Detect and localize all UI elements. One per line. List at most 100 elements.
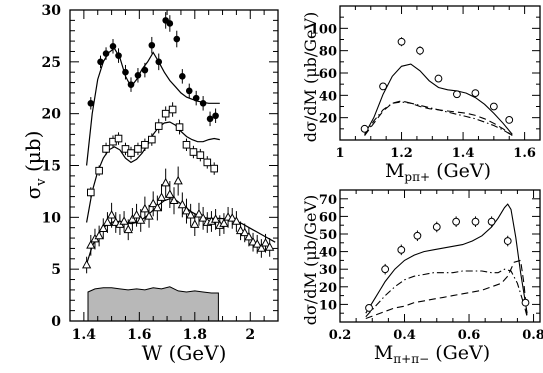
data-point [252,239,262,248]
data-point [185,210,196,219]
x-tick-label: 0.2 [329,328,352,343]
data-point [487,217,496,226]
data-point [416,46,424,55]
x-axis-label: W (GeV) [142,341,227,365]
data-point [219,218,229,227]
data-point [86,240,96,249]
x-tick-label: 1.2 [390,146,413,161]
data-point [166,20,174,27]
data-point [453,90,461,99]
data-point [194,208,204,218]
data-point [169,195,179,205]
data-point [489,102,498,111]
data-point [503,237,512,245]
data-point [360,124,369,133]
data-point [240,227,250,237]
data-point [521,298,530,307]
data-point [210,214,221,223]
data-point [206,115,214,123]
data-point [98,223,108,233]
y-tick-label: 100 [310,22,337,37]
data-point [196,151,205,159]
data-point [95,166,103,175]
x-tick-label: 2 [245,327,255,343]
model-curve [86,198,276,265]
data-point [97,58,104,66]
data-point [156,192,167,201]
x-tick-label: 1.6 [513,146,536,161]
y-axis-label: dσ/dM (μb/GeV) [301,195,320,326]
data-point [127,149,135,157]
data-point [260,238,271,247]
data-point [131,210,142,219]
data-point [81,259,92,269]
y-tick-label: 20 [319,281,337,296]
panel-total-cross-section: 0 5 10 15 20 25 30 1.4 1.6 1.8 2 W (GeV) σv (μb) [21,3,279,365]
data-point [161,109,170,118]
data-point [134,145,142,153]
data-point [165,189,175,198]
data-point [175,123,184,131]
data-point [505,116,514,124]
data-point [397,245,406,254]
y-tick-label: 20 [319,112,337,127]
panel-m-pi-pi: 0.2 0.4 0.6 0.8 10 20 30 40 50 60 70 Mπ+π− (GeV) dσ/… [301,189,543,366]
data-point [231,216,242,225]
plot-frame [339,189,541,323]
data-point [144,211,154,220]
data-point [102,50,110,57]
panel-m-p-pi-plus: 1 1.2 1.4 1.6 20 40 60 80 100 Mpπ+ (GeV) dσ/dM (μb… [301,5,541,184]
data-point [127,214,138,223]
x-tick-label: 0.6 [458,328,481,343]
y-tick-label: 60 [319,67,337,82]
plot-frame [69,9,279,322]
data-point [154,122,163,130]
data-point [265,242,275,251]
y-tick-label: 30 [42,3,62,19]
data-point [177,199,187,209]
data-point [227,213,237,222]
data-point [168,105,177,114]
y-tick-label: 15 [42,159,61,175]
model-curve [365,259,528,320]
data-point [452,217,461,226]
x-tick-label: 1.4 [72,327,97,343]
data-point [185,87,193,95]
y-tick-label: 10 [319,298,337,313]
y-tick-label: 20 [42,107,62,123]
data-point [434,74,443,83]
data-point [106,210,117,219]
data-point [127,81,135,88]
data-point [199,100,207,107]
x-axis-label: Mπ+π− (GeV) [374,342,490,366]
data-point [122,68,129,76]
data-point [109,42,117,50]
y-tick-label: 50 [319,228,337,243]
y-axis-label: σv (μb) [21,131,49,200]
data-point [182,140,191,149]
data-point [244,231,254,241]
data-point [379,82,387,91]
data-point [179,73,186,80]
data-point [173,35,181,43]
data-point [87,188,95,197]
data-point [189,148,198,156]
x-tick-label: 0.4 [393,328,416,343]
data-point [471,217,480,226]
data-point [102,145,110,153]
data-point [190,219,200,228]
x-tick-label: 1 [335,146,344,161]
data-point [181,205,192,215]
model-curve [364,101,513,136]
data-point [432,223,441,231]
data-point [141,140,149,149]
data-point [161,177,171,187]
model-curve [364,63,513,135]
x-tick-label: 1.4 [452,146,475,161]
y-tick-label: 25 [42,55,61,71]
data-point [192,94,200,102]
data-point [365,304,373,312]
y-tick-label: 5 [51,262,61,278]
y-tick-label: 40 [319,246,337,261]
